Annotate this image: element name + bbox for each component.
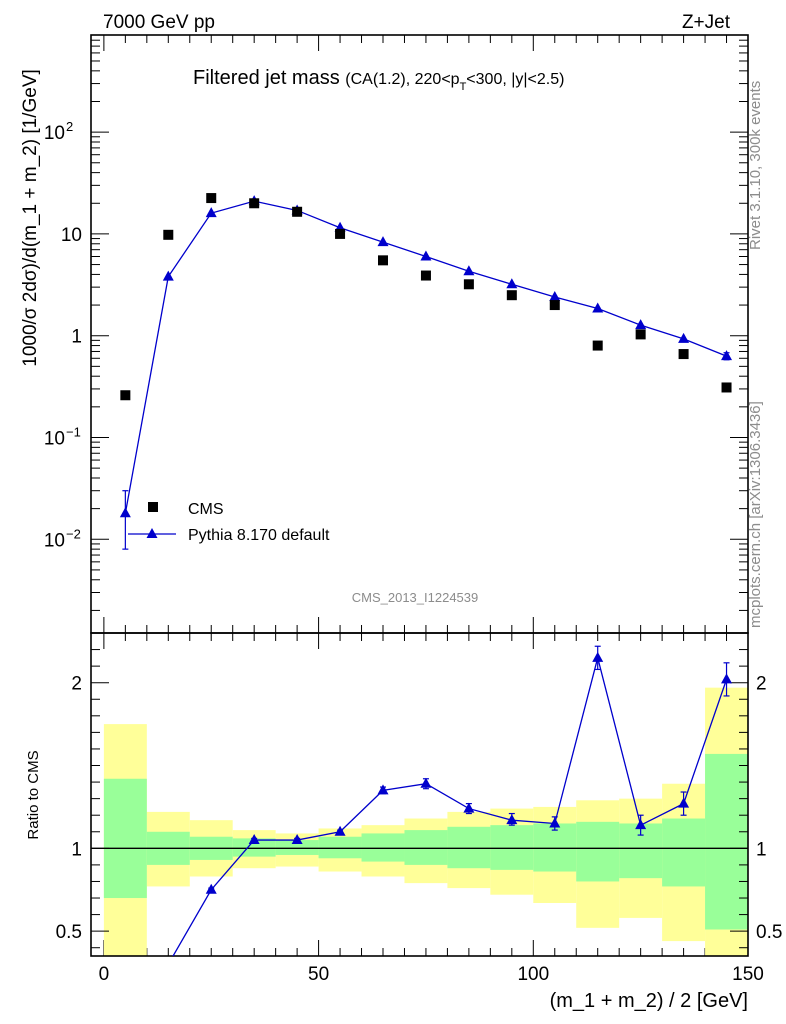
ratio-point bbox=[334, 825, 346, 836]
ratio-inner-band bbox=[576, 821, 620, 882]
main-y-axis-title: 1000/σ 2dσ)/d(m_1 + m_2) [1/GeV] bbox=[20, 69, 41, 367]
plot-title-main: Filtered jet mass bbox=[193, 67, 340, 89]
cms-point bbox=[120, 390, 131, 401]
ratio-y-tick-label-right: 2 bbox=[756, 674, 767, 695]
legend-cms-marker bbox=[148, 502, 158, 512]
cms-point bbox=[721, 382, 732, 393]
ratio-point bbox=[463, 802, 475, 813]
legend-cms-label: CMS bbox=[188, 501, 224, 518]
rivet-version-label: Rivet 3.1.10, 300k events bbox=[747, 81, 764, 250]
ratio-inner-band bbox=[103, 778, 147, 899]
ratio-y-tick-label: 0.5 bbox=[56, 922, 82, 943]
y-tick-label: 1 bbox=[71, 327, 82, 348]
ratio-y-tick-label-right: 1 bbox=[756, 839, 767, 860]
pythia-point bbox=[678, 332, 690, 343]
cms-point bbox=[592, 340, 603, 351]
pythia-line bbox=[124, 200, 727, 514]
ratio-point bbox=[420, 777, 432, 788]
ratio-inner-band bbox=[447, 826, 491, 869]
pythia-point bbox=[592, 302, 604, 313]
pythia-point bbox=[463, 265, 475, 276]
ratio-point bbox=[291, 834, 303, 845]
plot-title: Filtered jet mass (CA(1.2), 220<pT<300, … bbox=[193, 67, 564, 93]
mcplots-label: mcplots.cern.ch [arXiv:1306.3436] bbox=[747, 401, 764, 628]
pythia-point bbox=[721, 350, 733, 361]
pythia-point bbox=[420, 250, 432, 261]
ratio-inner-band bbox=[533, 823, 577, 872]
pythia-point bbox=[549, 291, 561, 302]
ratio-point bbox=[248, 834, 260, 845]
cms-point bbox=[549, 300, 560, 311]
pythia-point bbox=[377, 236, 389, 247]
y-tick-label: 10 bbox=[44, 428, 65, 449]
ratio-y-axis-title: Ratio to CMS bbox=[25, 750, 42, 839]
x-tick-label: 100 bbox=[517, 964, 549, 985]
legend-pythia-marker bbox=[146, 528, 158, 538]
legend-pythia-label: Pythia 8.170 default bbox=[188, 527, 330, 544]
cms-point bbox=[506, 290, 517, 301]
cms-point bbox=[249, 198, 260, 209]
ratio-y-tick-label: 1 bbox=[71, 839, 82, 860]
plot-title-cut-sub: T bbox=[460, 81, 467, 93]
ratio-point bbox=[721, 673, 733, 684]
x-axis-title: (m_1 + m_2) / 2 [GeV] bbox=[550, 990, 748, 1012]
ratio-point bbox=[635, 819, 647, 830]
x-tick-label: 50 bbox=[308, 964, 329, 985]
ratio-point bbox=[678, 797, 690, 808]
cms-point bbox=[163, 229, 174, 240]
ratio-inner-band bbox=[275, 840, 319, 855]
ratio-inner-band bbox=[705, 753, 748, 930]
ratio-inner-band bbox=[404, 830, 448, 865]
pythia-point bbox=[162, 270, 174, 281]
cms-point bbox=[463, 279, 474, 290]
process-label: Z+Jet bbox=[682, 12, 731, 33]
cms-point bbox=[378, 255, 388, 266]
cms-point bbox=[678, 349, 689, 360]
ratio-point bbox=[549, 817, 561, 828]
ratio-inner-band bbox=[361, 833, 405, 862]
collision-energy-label: 7000 GeV pp bbox=[103, 12, 215, 33]
pythia-point bbox=[119, 507, 131, 518]
y-tick-label-exponent: −2 bbox=[66, 526, 81, 541]
cms-point bbox=[292, 206, 303, 217]
legend: CMS Pythia 8.170 default bbox=[128, 501, 330, 544]
plot-title-cut-prefix: (CA(1.2), 220<p bbox=[345, 71, 459, 88]
ratio-point bbox=[506, 814, 518, 825]
pythia-point bbox=[506, 278, 518, 289]
y-tick-label: 10 bbox=[61, 225, 82, 246]
cms-point bbox=[420, 270, 431, 281]
ratio-inner-band bbox=[662, 818, 706, 887]
pythia-point bbox=[205, 207, 217, 218]
ratio-panel: 0 50 100 150 0.5 0.5 1 1 2 2 bbox=[56, 632, 782, 985]
ratio-point bbox=[205, 883, 217, 894]
ratio-frame bbox=[90, 632, 749, 957]
cms-point bbox=[635, 329, 646, 340]
y-tick-label-exponent: 2 bbox=[66, 119, 73, 134]
ratio-inner-band bbox=[318, 836, 362, 859]
ratio-y-tick-label-right: 0.5 bbox=[756, 922, 782, 943]
ratio-point bbox=[377, 784, 389, 795]
ratio-series-group bbox=[172, 645, 733, 956]
y-tick-label-exponent: −1 bbox=[66, 424, 81, 439]
cms-point bbox=[206, 193, 217, 204]
y-tick-label: 10 bbox=[44, 123, 65, 144]
x-tick-label: 150 bbox=[732, 964, 764, 985]
ratio-y-tick-label: 2 bbox=[71, 674, 82, 695]
analysis-id-label: CMS_2013_I1224539 bbox=[352, 590, 479, 605]
x-tick-label: 0 bbox=[99, 964, 110, 985]
pythia-point bbox=[635, 319, 647, 330]
plot-title-cut-suffix: <300, |y|<2.5) bbox=[466, 71, 564, 88]
cms-point bbox=[335, 228, 346, 239]
ratio-inner-band bbox=[490, 825, 534, 870]
ratio-point bbox=[592, 651, 604, 662]
y-tick-label: 10 bbox=[44, 530, 65, 551]
